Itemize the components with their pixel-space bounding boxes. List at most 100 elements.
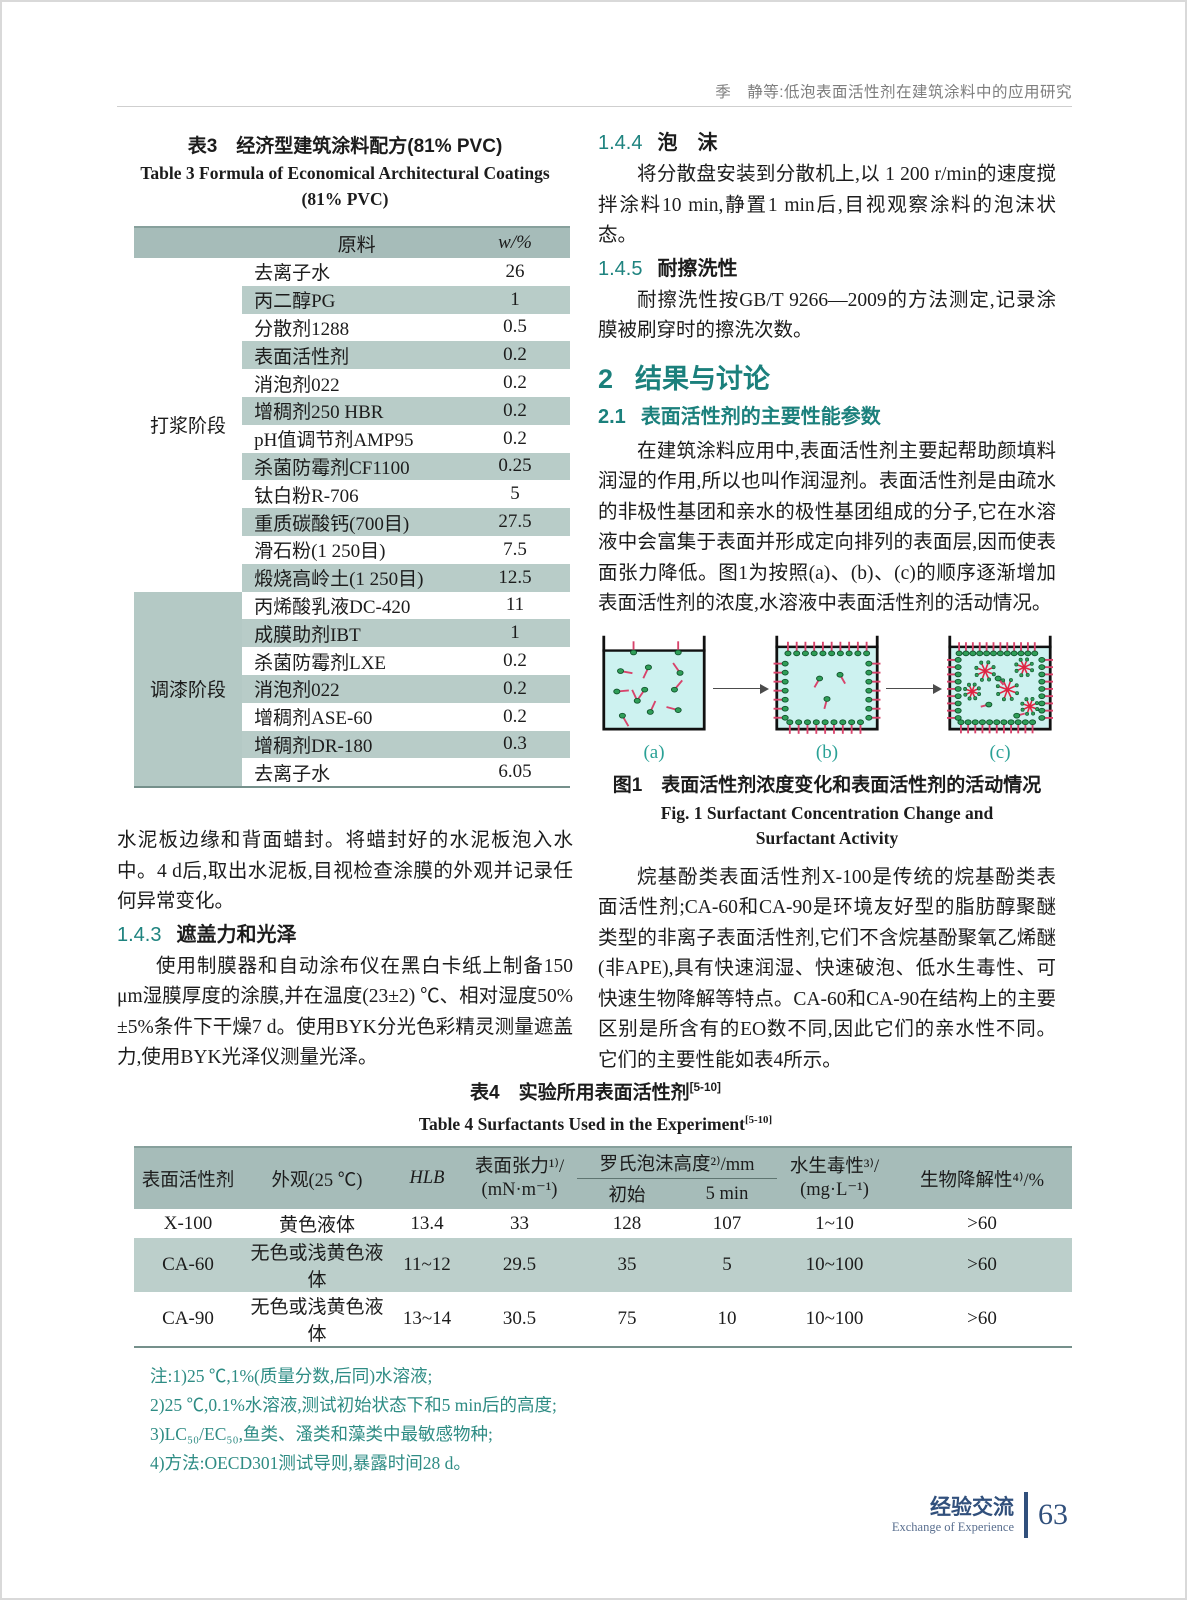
weight-percent-cell: 0.2	[460, 396, 570, 425]
col-hlb: HLB	[392, 1146, 462, 1210]
weight-percent-cell: 0.2	[503, 650, 527, 672]
table-cell: X-100	[163, 1212, 213, 1234]
table3-header: 原料 w/%	[134, 226, 570, 258]
section-number: 1.4.5	[598, 257, 643, 280]
table-row: 分散剂1288 0.5	[134, 314, 570, 342]
weight-percent-cell: 7.5	[503, 538, 527, 560]
section-heading-144: 1.4.4 泡 沫	[598, 129, 1056, 157]
weight-percent-cell: 26	[505, 260, 525, 282]
weight-percent-cell: 0.2	[503, 705, 527, 727]
section-heading-145: 1.4.5 耐擦洗性	[598, 255, 1056, 283]
table-row: 钛白粉R-706 5	[134, 480, 570, 508]
ingredient-cell: 增稠剂DR-180	[242, 730, 461, 759]
paragraph-alkylphenol: 烷基酚类表面活性剂X-100是传统的烷基酚类表面活性剂;CA-60和CA-90是…	[598, 866, 1056, 1071]
table-row: 表面活性剂 0.2	[134, 341, 570, 370]
table3-caption-cn: 表3 经济型建筑涂料配方(81% PVC)	[187, 136, 503, 157]
section-number: 1.4.4	[598, 132, 643, 154]
header-rule	[117, 106, 1072, 107]
table3-caption-en: Table 3 Formula of Economical Architectu…	[117, 160, 573, 212]
ingredient-cell: 杀菌防霉剂LXE	[254, 652, 387, 674]
ingredient-cell: 消泡剂022	[254, 374, 340, 396]
table-cell: >60	[967, 1212, 997, 1234]
table4-header: 表面活性剂 外观(25 ℃) HLB 表面张力¹⁾/ (mN·m⁻¹) 罗氏泡沫…	[134, 1146, 1072, 1210]
col-initial: 初始	[577, 1178, 677, 1210]
table4-notes: 注:1)25 ℃,1%(质量分数,后同)水溶液; 2)25 ℃,0.1%水溶液,测…	[150, 1362, 1074, 1478]
ingredient-cell: pH值调节剂AMP95	[254, 430, 414, 452]
table-note-line: 4)方法:OECD301测试导则,暴露时间28 d。	[150, 1453, 471, 1474]
table-row: 表面活性剂 外观(25 ℃) HLB 表面张力¹⁾/ (mN·m⁻¹) 罗氏泡沫…	[134, 1146, 1072, 1210]
col-surfactant: 表面活性剂	[134, 1146, 242, 1210]
beaker-high-concentration-diagram	[947, 635, 1053, 733]
weight-percent-cell: 0.3	[460, 730, 570, 759]
table-row: 消泡剂022 0.2	[134, 369, 570, 397]
ingredient-cell: 杀菌防霉剂CF1100	[242, 452, 461, 481]
table-cell: CA-60	[162, 1254, 214, 1276]
table-cell: 29.5	[502, 1254, 537, 1276]
weight-percent-cell: 12.5	[460, 563, 570, 592]
section-title: 结果与讨论	[635, 363, 771, 394]
col-appearance: 外观(25 ℃)	[242, 1146, 392, 1210]
figure1-diagrams	[598, 632, 1056, 738]
weight-percent-cell: 1	[460, 285, 570, 314]
table-cell: >60	[967, 1308, 997, 1330]
table3-caption-en-line1: Table 3 Formula of Economical Architectu…	[140, 163, 550, 183]
table3-group-label: 打浆阶段	[150, 416, 227, 438]
table4-caption-en-text: Table 4 Surfactants Used in the Experime…	[418, 1114, 745, 1135]
beaker-medium-concentration-diagram	[773, 635, 881, 734]
col-aquatic-toxicity-line2: (mg·L⁻¹)	[800, 1179, 869, 1200]
table3-caption-en-line2: (81% PVC)	[301, 189, 389, 209]
section-number: 2	[598, 363, 614, 394]
figure1-caption-cn: 图1 表面活性剂浓度变化和表面活性剂的活动情况	[612, 774, 1042, 796]
left-column: 表3 经济型建筑涂料配方(81% PVC) Table 3 Formula of…	[117, 128, 573, 1074]
table-row: 增稠剂250 HBR 0.2	[134, 396, 570, 425]
figure1-caption-en: Fig. 1 Surfactant Concentration Change a…	[660, 802, 994, 848]
table-row: 成膜助剂IBT 1	[134, 619, 570, 648]
table4-caption-cn: 表4 实验所用表面活性剂[5-10]	[117, 1076, 1074, 1105]
figure1: (a) (b) (c) 图1 表面活性剂浓度变化和表面活性剂的活动情况 Fig.…	[598, 632, 1056, 851]
footer-divider	[1024, 1492, 1028, 1538]
col-aquatic-toxicity: 水生毒性³⁾/ (mg·L⁻¹)	[777, 1146, 892, 1210]
table-row: X-100 黄色液体 13.4 33 128 107 1~10 >60	[134, 1209, 1072, 1238]
col-surface-tension: 表面张力¹⁾/ (mN·m⁻¹)	[462, 1146, 577, 1210]
weight-percent-cell: 0.25	[460, 452, 570, 481]
table-note-line: 注:1)25 ℃,1%(质量分数,后同)水溶液;	[150, 1366, 433, 1387]
table-cell: 75	[617, 1308, 637, 1330]
table-note-line: 3)LC₅₀/EC₅₀,鱼类、溞类和藻类中最敏感物种;	[150, 1424, 493, 1445]
weight-percent-cell: 0.2	[460, 341, 570, 370]
page-number: 63	[1038, 1498, 1068, 1531]
table-cell: 10~100	[805, 1308, 864, 1330]
table3-group-label: 调漆阶段	[134, 591, 243, 788]
table-cell: 13.4	[410, 1212, 444, 1234]
weight-percent-cell: 1	[460, 619, 570, 648]
table-row: 杀菌防霉剂LXE 0.2	[134, 647, 570, 675]
figure1-label-a: (a)	[643, 741, 665, 763]
table4-body: X-100 黄色液体 13.4 33 128 107 1~10 >60 CA-60 无色或浅黄色液…	[134, 1209, 1072, 1347]
weight-percent-cell: 0.5	[503, 316, 527, 338]
table-row: 增稠剂ASE-60 0.2	[134, 703, 570, 731]
paragraph-foam: 将分散盘安装到分散机上,以 1 200 r/min的速度搅拌涂料10 min,静…	[598, 164, 1056, 246]
citation-ref: [5-10]	[689, 1081, 721, 1094]
paragraph-immersion: 水泥板边缘和背面蜡封。将蜡封好的水泥板泡入水中。4 d后,取出水泥板,目视检查涂…	[117, 830, 573, 913]
table-row: 增稠剂DR-180 0.3	[134, 730, 570, 759]
right-column: 1.4.4 泡 沫 将分散盘安装到分散机上,以 1 200 r/min的速度搅拌涂…	[598, 126, 1056, 1076]
ingredient-cell: 滑石粉(1 250目)	[254, 541, 386, 563]
left-text-block: 水泥板边缘和背面蜡封。将蜡封好的水泥板泡入水中。4 d后,取出水泥板,目视检查涂…	[117, 826, 573, 1074]
table-row: 丙二醇PG 1	[134, 285, 570, 314]
ingredient-cell: 钛白粉R-706	[254, 485, 359, 507]
table-row: 初始 5 min	[134, 1178, 1072, 1210]
table-cell: CA-90	[162, 1308, 214, 1330]
table4-caption-cn-text: 表4 实验所用表面活性剂	[470, 1082, 690, 1104]
table-cell: 无色或浅黄色液体	[250, 1243, 384, 1292]
footer-en: Exchange of Experience	[891, 1519, 1014, 1534]
weight-percent-cell: 5	[510, 483, 520, 505]
page-footer: 经验交流 Exchange of Experience 63	[892, 1492, 1068, 1538]
table4-surfactants: 表面活性剂 外观(25 ℃) HLB 表面张力¹⁾/ (mN·m⁻¹) 罗氏泡沫…	[134, 1146, 1072, 1349]
section-heading-2: 2 结果与讨论	[598, 363, 1056, 395]
ingredient-cell: 表面活性剂	[242, 341, 461, 370]
paragraph-scrub: 耐擦洗性按GB/T 9266—2009的方法测定,记录涂膜被刷穿时的擦洗次数。	[598, 289, 1056, 342]
col-biodegradability: 生物降解性⁴⁾/%	[892, 1146, 1072, 1210]
citation-ref: [5-10]	[744, 1114, 773, 1127]
table-cell: 33	[510, 1212, 529, 1234]
table-cell: 10~100	[805, 1254, 864, 1276]
weight-percent-cell: 6.05	[498, 761, 532, 783]
